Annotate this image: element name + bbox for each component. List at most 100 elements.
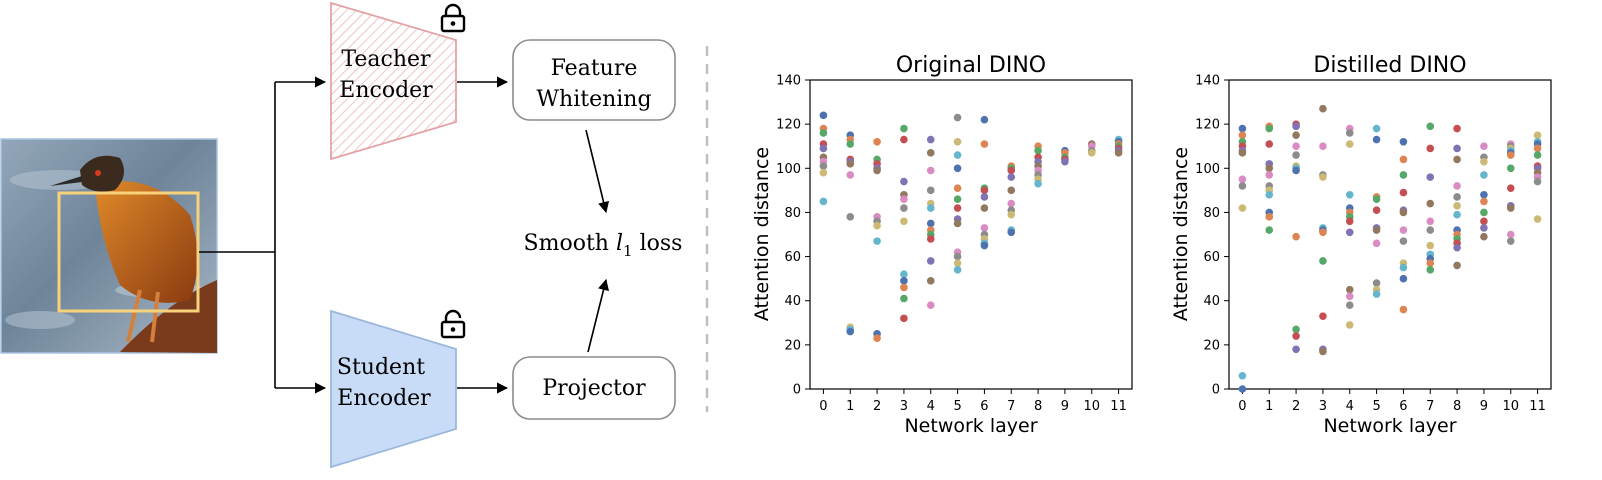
data-point [1480,142,1488,151]
data-point [1265,190,1274,199]
data-point [1292,142,1300,151]
chart-distilled-dino: Distilled DINO 0 20 40 60 80 100 120 140 0 1 2 3 4 5… [1170,53,1552,437]
data-point [1087,149,1096,157]
data-point [1372,195,1381,203]
data-point [953,113,962,122]
data-point [926,166,935,175]
data-point [1399,138,1408,146]
x-tick-label: 10 [1083,399,1100,414]
data-point [1007,210,1016,219]
data-point [1480,224,1488,232]
student-label-1: Student [337,355,425,380]
data-point [1345,140,1354,148]
lock-closed-icon [440,3,466,33]
data-point [926,257,935,265]
x-tick-label: 9 [1061,399,1069,414]
data-point [1372,290,1381,298]
data-point [1238,124,1247,133]
student-label-2: Encoder [337,386,431,411]
data-point [900,204,908,212]
data-point [1345,228,1354,237]
data-point [953,138,962,146]
y-tick-label: 80 [1203,206,1220,221]
data-point [1453,144,1461,153]
data-point [1453,243,1461,252]
data-point [980,241,989,250]
y-tick-label: 0 [1212,383,1220,398]
data-point [953,219,962,228]
data-point [1265,140,1274,148]
data-point [900,124,908,133]
y-tick-label: 100 [1195,162,1220,177]
x-tick-label: 7 [1007,399,1015,414]
data-point [926,301,935,309]
y-tick-label: 120 [776,118,801,133]
crop-box [57,191,200,313]
data-point [1292,122,1300,131]
y-tick-label: 140 [776,74,801,89]
y-tick-label: 20 [784,338,801,353]
data-point [1480,217,1488,226]
data-point [873,221,881,230]
data-point [1265,226,1274,234]
data-point [953,252,962,261]
plot-frame [809,79,1133,390]
data-point [1319,104,1327,113]
x-axis-label: Network layer [1323,415,1456,437]
data-point [1506,164,1515,173]
data-point [980,224,989,232]
connector-lines [199,76,610,394]
data-point [1453,155,1461,164]
data-point [1292,325,1300,334]
data-point [1007,199,1016,208]
data-point [1319,142,1327,151]
data-point [1372,206,1381,215]
data-point [1114,149,1123,157]
data-point [819,168,828,177]
data-point [1372,279,1381,287]
data-point [1533,131,1542,139]
data-point [1399,305,1408,314]
data-point [1238,204,1247,212]
data-point [953,204,962,212]
data-point [1480,157,1488,166]
data-point [980,186,989,195]
data-point [1292,345,1300,354]
data-point [873,237,881,245]
data-point [1453,202,1461,210]
data-point [926,219,935,228]
data-point [1007,186,1016,195]
data-point [900,135,908,144]
y-tick-label: 140 [1195,74,1220,89]
bird-body [95,181,198,303]
data-point [1399,237,1408,245]
chart-title: Distilled DINO [1313,53,1466,78]
y-tick-label: 100 [776,162,801,177]
data-point [1292,332,1300,340]
y-tick-label: 40 [1203,294,1220,309]
data-point [819,144,828,153]
y-tick-label: 60 [1203,250,1220,265]
lock-open-icon [440,309,466,339]
data-point [953,164,962,173]
data-point [1292,166,1300,175]
data-point [1533,151,1542,159]
data-point [819,129,828,137]
student-encoder: Student Encoder [330,309,457,469]
data-point [1480,232,1488,241]
data-point [1480,190,1488,199]
data-point [1238,385,1247,393]
x-tick-label: 6 [980,399,988,414]
chart-original-dino: Original DINO 0 20 40 60 80 100 120 140 0 1 2 3 4 5 6… [751,53,1133,437]
data-point [900,283,908,292]
data-point [1533,144,1542,153]
data-point [953,259,962,267]
data-point [900,314,908,323]
x-tick-label: 3 [900,399,908,414]
data-point [846,140,855,148]
x-tick-label: 11 [1529,399,1546,414]
data-point [819,111,828,120]
data-point [846,160,855,168]
data-point [926,235,935,243]
